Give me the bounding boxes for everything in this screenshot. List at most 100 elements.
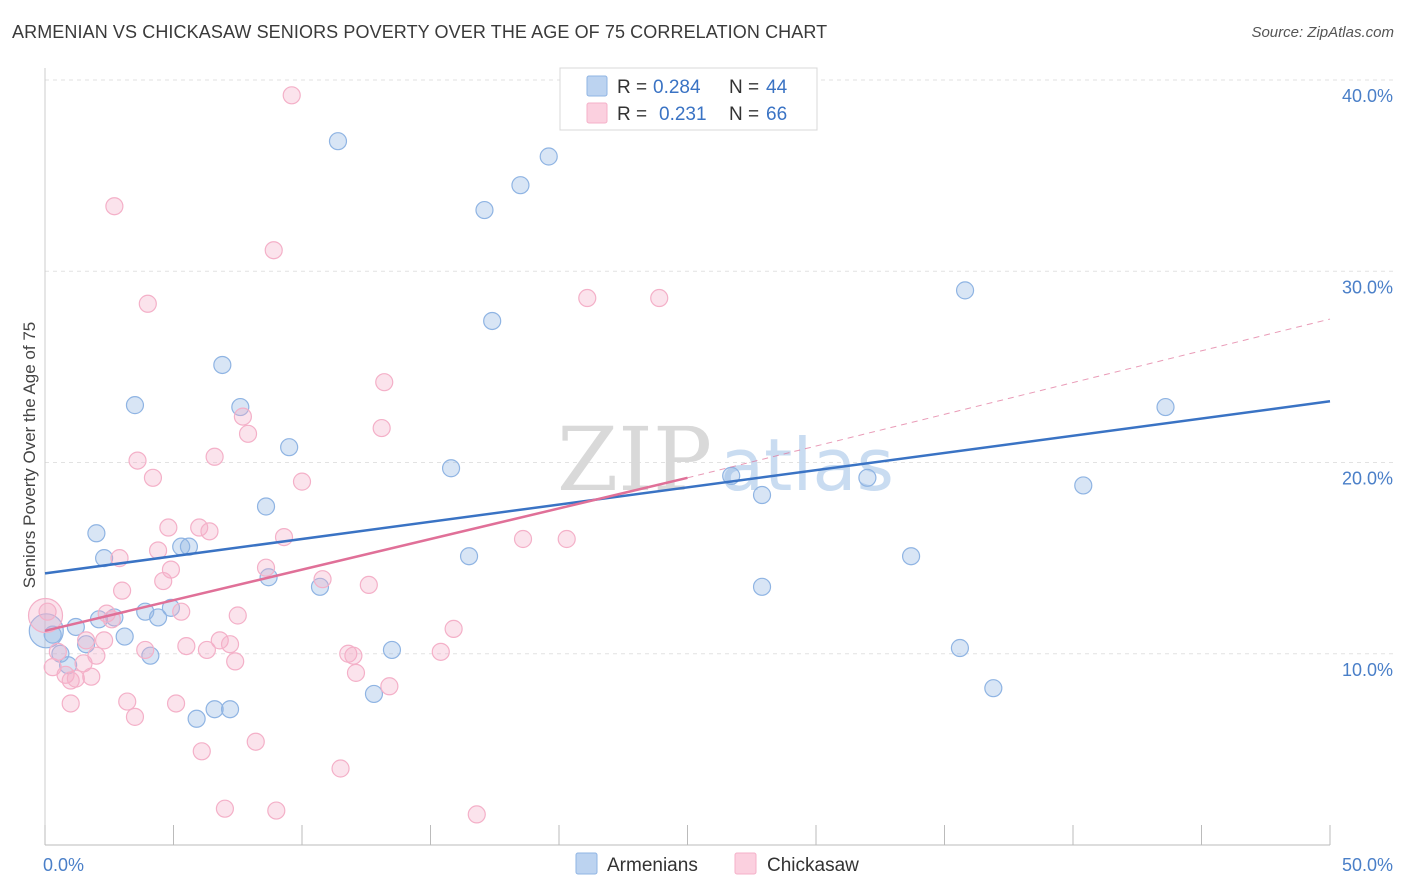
chickasaw-point xyxy=(205,447,224,466)
chickasaw-point xyxy=(228,606,247,625)
armenians-point xyxy=(161,598,181,617)
legend-r-chickasaw: 0.231 xyxy=(659,104,707,125)
chickasaw-point xyxy=(66,669,85,688)
armenians-trend-line xyxy=(44,400,1331,575)
armenians-point xyxy=(441,459,461,478)
chickasaw-point xyxy=(578,288,597,308)
bottom-legend-label-chickasaw: Chickasaw xyxy=(767,855,859,876)
bottom-legend-swatch-armenians xyxy=(575,852,598,875)
chickasaw-point xyxy=(331,759,350,778)
chickasaw-point xyxy=(650,288,669,308)
chickasaw-point xyxy=(267,801,286,820)
armenians-point xyxy=(858,468,877,487)
y-tick-labels: 10.0% 20.0% 30.0% 40.0% xyxy=(1342,86,1393,680)
chickasaw-point xyxy=(233,407,252,426)
chickasaw-point xyxy=(125,707,145,726)
armenians-point xyxy=(539,147,558,166)
armenians-point xyxy=(382,640,402,660)
chickasaw-point xyxy=(467,805,486,824)
chickasaw-point xyxy=(238,424,258,443)
legend-n-label-armenians: N = xyxy=(729,77,759,98)
armenians-point xyxy=(950,638,970,658)
x-tick-label: 50.0% xyxy=(1342,855,1393,875)
armenians-point xyxy=(328,132,348,151)
armenians-point xyxy=(87,524,106,543)
chickasaw-point xyxy=(159,518,178,537)
armenians-point xyxy=(148,608,168,627)
chickasaw-point xyxy=(56,665,75,684)
chickasaw-point xyxy=(344,646,363,665)
chickasaw-point xyxy=(166,694,186,713)
data-points xyxy=(27,86,1175,824)
y-tick-label: 20.0% xyxy=(1342,469,1393,489)
chickasaw-point xyxy=(375,373,394,392)
armenians-point xyxy=(77,635,96,654)
legend-r-label-chickasaw: R = xyxy=(617,104,647,125)
legend-swatch-chickasaw xyxy=(586,102,608,124)
chickasaw-point xyxy=(246,732,265,751)
armenians-point xyxy=(205,700,224,719)
chickasaw-point xyxy=(105,197,124,216)
chickasaw-point xyxy=(95,631,114,650)
chickasaw-point xyxy=(292,472,312,491)
legend-n-chickasaw: 66 xyxy=(766,104,787,125)
chickasaw-point xyxy=(313,570,332,589)
chickasaw-point xyxy=(359,575,378,595)
legend-r-label-armenians: R = xyxy=(617,77,647,98)
armenians-point xyxy=(213,355,232,375)
chickasaw-point xyxy=(77,631,96,650)
bottom-legend: Armenians Chickasaw xyxy=(575,852,859,876)
legend-swatch-armenians xyxy=(586,75,608,97)
chickasaw-point xyxy=(444,619,463,638)
chickasaw-trend-extension xyxy=(687,318,1331,479)
armenians-point xyxy=(115,627,134,646)
chickasaw-point xyxy=(27,597,64,634)
chickasaw-point xyxy=(138,294,157,313)
legend-n-label-chickasaw: N = xyxy=(729,104,759,125)
armenians-point xyxy=(955,281,975,300)
trend-lines xyxy=(44,318,1331,633)
chickasaw-point xyxy=(143,468,163,487)
chickasaw-point xyxy=(161,560,181,579)
chickasaw-point xyxy=(210,631,229,650)
bottom-legend-label-armenians: Armenians xyxy=(607,855,698,876)
armenians-point xyxy=(752,577,772,596)
y-tick-label: 40.0% xyxy=(1342,86,1393,106)
armenians-point xyxy=(1156,397,1175,417)
chickasaw-point xyxy=(197,640,217,660)
chickasaw-point xyxy=(82,667,101,686)
armenians-point xyxy=(984,679,1003,698)
chickasaw-point xyxy=(200,522,219,541)
chickasaw-point xyxy=(87,646,106,665)
armenians-point xyxy=(220,700,240,719)
y-axis-label: Seniors Poverty Over the Age of 75 xyxy=(20,322,39,588)
grid-lines xyxy=(45,79,1393,655)
chickasaw-point xyxy=(136,640,155,660)
chickasaw-point xyxy=(128,451,147,470)
armenians-point xyxy=(141,646,160,665)
chickasaw-point xyxy=(346,663,366,682)
bottom-legend-swatch-chickasaw xyxy=(734,852,757,875)
chickasaw-point xyxy=(38,602,57,621)
armenians-point xyxy=(187,709,206,728)
chickasaw-point xyxy=(48,642,67,661)
armenians-point xyxy=(280,438,299,457)
chickasaw-point xyxy=(190,518,209,537)
chickasaw-point xyxy=(61,694,80,713)
chart-source: Source: ZipAtlas.com xyxy=(1251,24,1394,41)
armenians-point xyxy=(1074,476,1093,495)
chickasaw-point xyxy=(513,529,533,549)
chickasaw-point xyxy=(118,692,137,711)
chickasaw-point xyxy=(192,742,211,761)
armenians-point xyxy=(475,200,494,220)
armenians-point xyxy=(483,311,502,331)
chickasaw-point xyxy=(172,602,191,621)
watermark: ZIP atlas xyxy=(557,408,894,511)
chickasaw-point xyxy=(177,636,196,656)
chickasaw-trend-line xyxy=(44,476,688,633)
x-tick-label: 0.0% xyxy=(43,855,84,875)
chickasaw-point xyxy=(256,558,276,577)
watermark-atlas: atlas xyxy=(720,423,894,507)
axes xyxy=(44,68,1331,846)
